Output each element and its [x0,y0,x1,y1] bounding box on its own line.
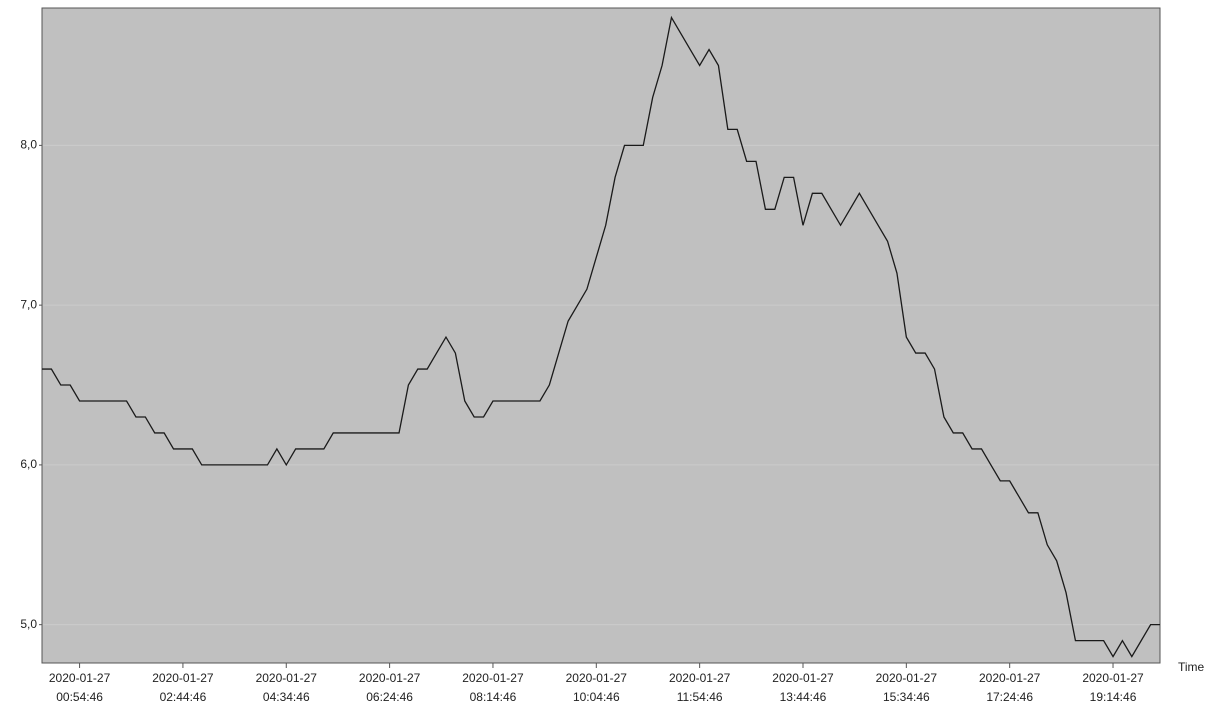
y-tick-label: 7,0 [20,297,37,311]
x-tick-label: 2020-01-27 19:14:46 [1082,671,1144,704]
y-tick-label: 6,0 [20,457,37,471]
x-tick-label: 2020-01-27 02:44:46 [152,671,214,704]
x-tick-label: 2020-01-27 17:24:46 [978,671,1041,704]
y-tick-label: 8,0 [20,138,37,152]
data-line [42,15,1160,658]
x-tick-label: 2020-01-27 00:54:46 [48,671,111,704]
x-tick-label: 2020-01-27 04:34:46 [255,671,317,704]
x-tick-label: 2020-01-27 08:14:46 [462,671,524,704]
x-axis-label: Time [1178,660,1205,674]
x-tick-label: 2020-01-27 06:24:46 [358,671,421,704]
x-tick-label: 2020-01-27 15:34:46 [875,671,938,704]
x-tick-label: 2020-01-27 10:04:46 [565,671,627,704]
x-tick-label: 2020-01-27 13:44:46 [772,671,834,704]
y-tick-label: 5,0 [20,617,37,631]
x-tick-label: 2020-01-27 11:54:46 [668,671,731,704]
plot-area [41,7,1161,664]
